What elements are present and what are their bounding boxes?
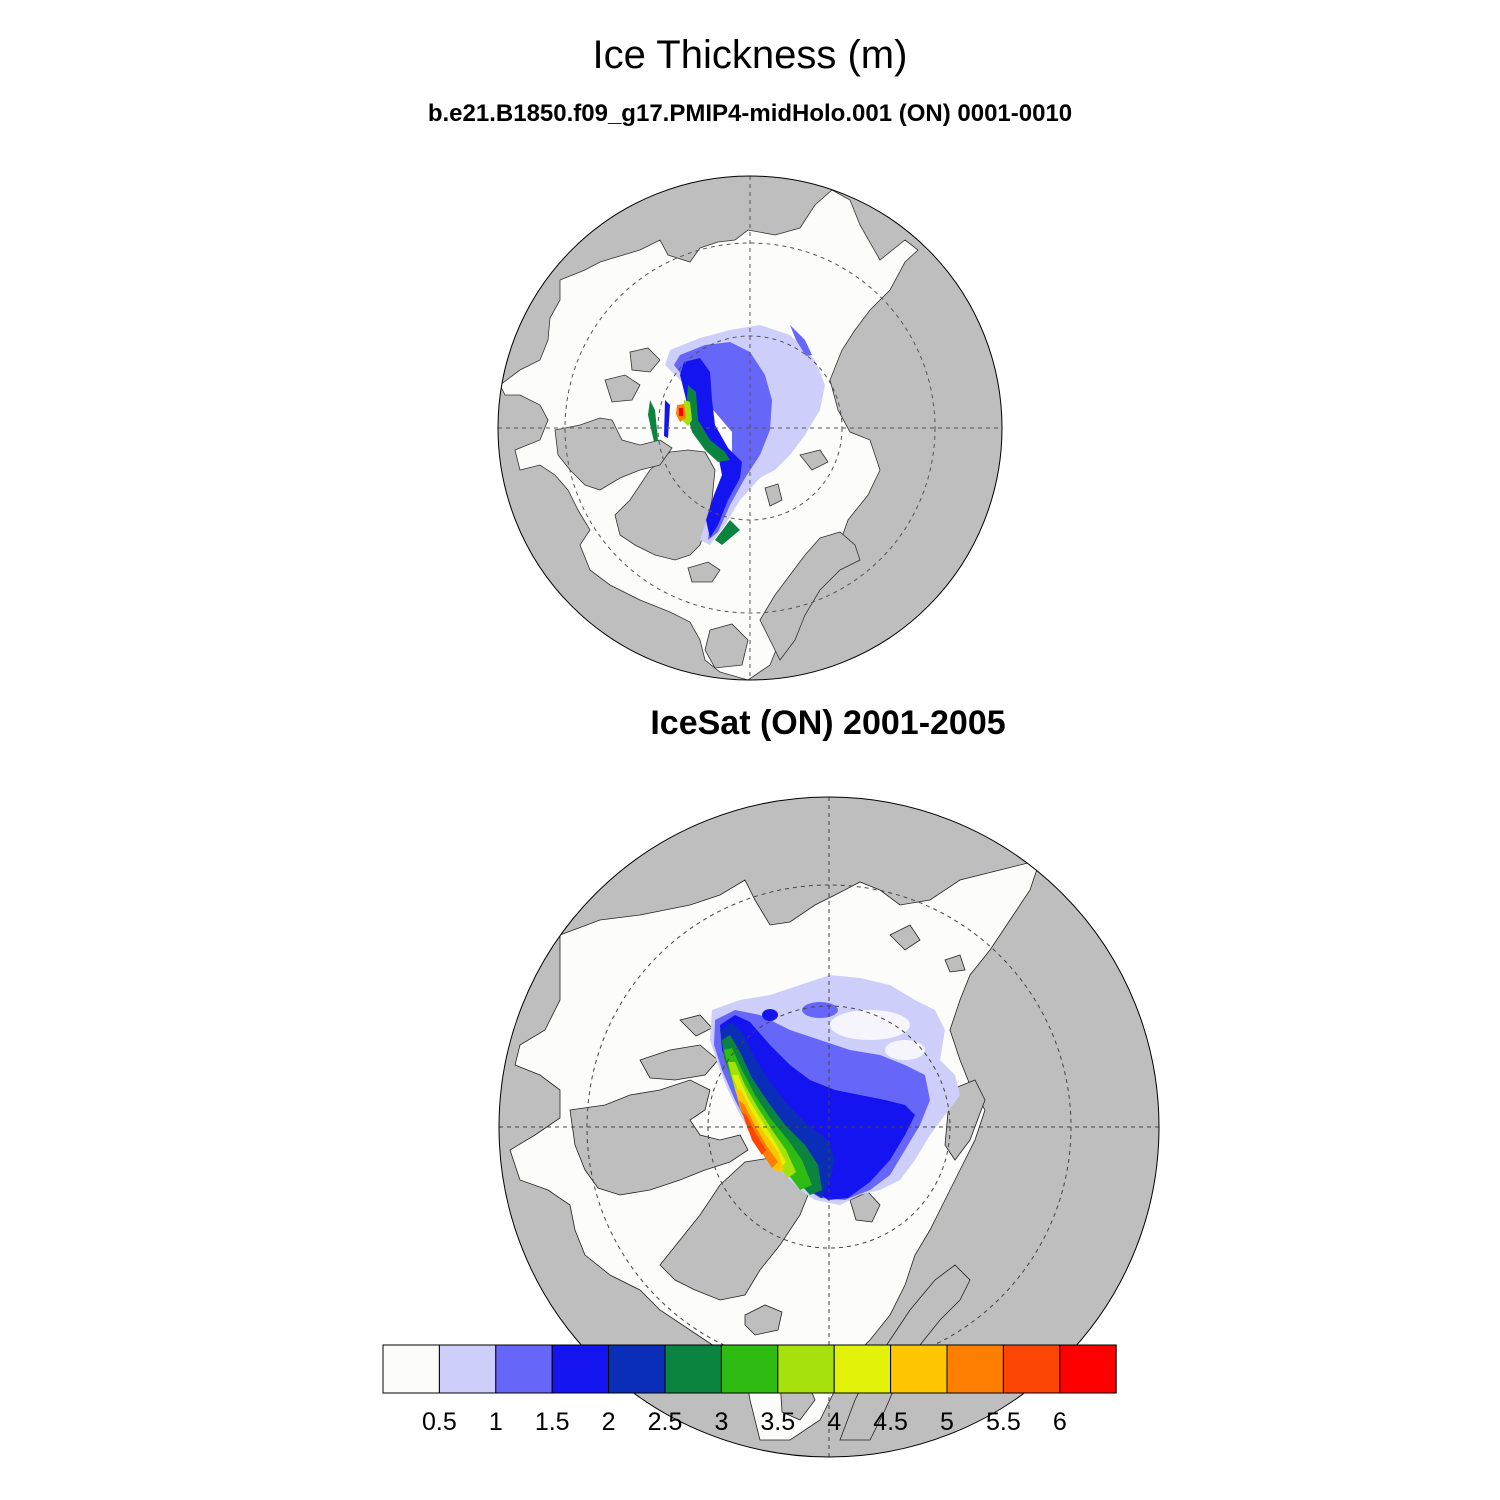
panel2-latitude-circle [707,1005,951,1249]
panel2-ice-5.5 [742,1112,766,1155]
colorbar-tick-label: 3.5 [760,1408,795,1436]
panel1-latitude-circle [564,242,936,614]
colorbar-tick-label: 4 [827,1408,841,1436]
colorbar-swatch [495,1344,553,1394]
panel1-map-border [497,175,1003,681]
panel2-ice-3.5 [728,1062,796,1178]
panel2-ice-3 [724,1048,812,1190]
colorbar-tick-label: 5 [940,1408,954,1436]
colorbar-swatch [608,1344,666,1394]
colorbar-swatch [720,1344,779,1394]
colorbar-swatch [833,1344,892,1394]
colorbar-swatch [1059,1344,1117,1394]
panel2-ice-5 [738,1100,778,1168]
colorbar-tick-label: 6 [1053,1408,1067,1436]
panel1-map [497,175,1003,681]
colorbar-tick-label: 3 [714,1408,728,1436]
panel2-archipelago [569,1079,749,1196]
panel2-map [498,796,1160,1458]
panel2-ice-4.5 [735,1088,784,1172]
panel1-britain [704,623,749,669]
panel2-ice-patch [762,1009,778,1021]
panel1-ice-2.5 [686,385,730,462]
panel1-island [629,347,661,373]
panel2-island [639,1044,719,1081]
colorbar-tick-label: 1.5 [535,1408,570,1436]
panel2-greenland [659,1157,811,1301]
colorbar-tick-label: 5.5 [986,1408,1021,1436]
panel2-iceland [744,1304,783,1336]
panel1-channel-ice [790,325,812,356]
colorbar-tick-label: 2.5 [648,1408,683,1436]
colorbar-swatch [382,1344,440,1394]
panel1-subtitle: b.e21.B1850.f09_g17.PMIP4-midHolo.001 (O… [427,100,1073,127]
panel2-open-water-patch [885,1040,925,1060]
colorbar-swatch [777,1344,835,1394]
panel1-island [799,449,829,471]
panel1-svalbard [764,483,783,507]
panel1-latitude-circle [657,335,843,521]
panel1-channel-ice [715,520,740,545]
colorbar-swatch [664,1344,722,1394]
panel2-island [889,924,921,951]
panel1-channel-ice [648,400,658,442]
panel1-ice-3.5 [682,400,692,426]
colorbar-tick-label: 2 [602,1408,616,1436]
panel2-open-water-patch [830,1010,910,1040]
figure-title: Ice Thickness (m) [592,33,908,77]
panel1-scandinavia [759,531,861,661]
panel2-ice-patch [802,1002,838,1018]
colorbar: 0.5 1 1.5 2 2.5 3 3.5 4 4.5 5 5.5 6 [382,1344,1117,1436]
colorbar-swatch [438,1344,497,1394]
panel2-island [944,954,966,973]
panel1-island [604,374,641,403]
colorbar-swatch [946,1344,1004,1394]
panel2-map-border [498,796,1160,1458]
colorbar-tick-label: 0.5 [422,1408,457,1436]
colorbar-tick-label: 1 [489,1408,503,1436]
panel1-ice-6 [679,408,683,416]
colorbar-swatch [551,1344,610,1394]
panel2-ice-1.5 [720,1015,915,1200]
colorbar-swatch [1002,1344,1061,1394]
colorbar-tick-label: 4.5 [873,1408,908,1436]
colorbar-swatch [890,1344,948,1394]
panel1-archipelago [554,417,673,491]
panel1-iceland [687,561,721,583]
panel2-subtitle: IceSat (ON) 2001-2005 [650,704,1006,742]
